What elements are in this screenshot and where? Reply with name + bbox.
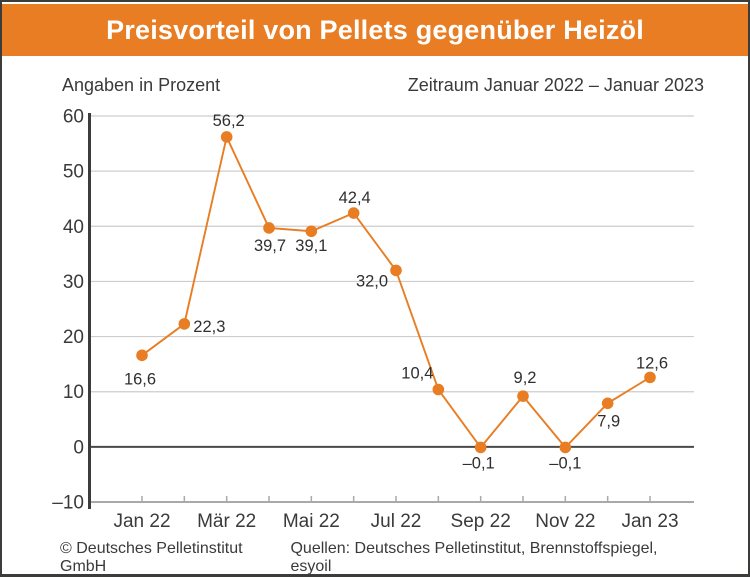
data-point <box>263 222 275 234</box>
x-tick-label: Jan 22 <box>113 511 170 532</box>
data-series <box>136 131 656 454</box>
sources-note: Quellen: Deutsches Pelletinstitut, Brenn… <box>290 540 658 575</box>
data-point <box>347 207 360 219</box>
y-tick-label: 30 <box>63 272 84 293</box>
x-tick-label: Sep 22 <box>451 511 511 532</box>
data-point-label: 22,3 <box>193 318 225 336</box>
data-point-label: –0,1 <box>549 454 581 472</box>
data-point-label: 56,2 <box>213 112 245 130</box>
data-point <box>432 383 445 396</box>
gridlines <box>89 115 694 503</box>
data-point <box>644 371 656 384</box>
data-point <box>220 131 233 143</box>
copyright-note: © Deutsches Pelletinstitut GmbH <box>60 540 243 575</box>
x-tick-label: Mai 22 <box>283 511 340 532</box>
axes <box>88 113 651 509</box>
data-point-label: 7,9 <box>597 412 620 430</box>
data-point <box>517 390 529 402</box>
series-line <box>141 134 651 449</box>
y-tick-label: 10 <box>63 382 84 403</box>
y-tick-label: –10 <box>52 493 84 514</box>
data-point <box>178 318 191 330</box>
data-point-label: 12,6 <box>636 354 668 372</box>
y-tick-label: 0 <box>73 437 84 458</box>
y-tick-label: 40 <box>63 217 84 238</box>
data-point-label: 39,7 <box>254 237 286 255</box>
page-title: Preisvorteil von Pellets gegenüber Heizö… <box>106 14 644 45</box>
data-point-label: 10,4 <box>401 365 433 383</box>
period-note: Zeitraum Januar 2022 – Januar 2023 <box>407 75 704 95</box>
data-point-label: 42,4 <box>339 189 371 207</box>
y-tick-label: 60 <box>63 107 84 128</box>
unit-note: Angaben in Prozent <box>62 75 221 95</box>
data-point-label: 32,0 <box>356 272 388 290</box>
y-tick-label: 20 <box>63 327 84 348</box>
data-point <box>305 225 318 238</box>
data-point <box>601 397 614 410</box>
data-point <box>559 441 572 454</box>
data-point-label: 16,6 <box>124 370 156 388</box>
x-tick-label: Nov 22 <box>535 511 595 532</box>
x-tick-label: Mär 22 <box>197 511 256 532</box>
data-point-label: 9,2 <box>514 369 537 387</box>
data-point-label: 39,1 <box>295 237 327 255</box>
data-point <box>390 264 402 277</box>
data-point <box>474 441 487 454</box>
x-tick-label: Jan 23 <box>621 511 678 532</box>
value-labels: 16,6 22,3 56,2 39,7 39,1 42,4 32,0 10,4 –0,1 9,2 –… <box>124 112 668 472</box>
y-tick-label: 50 <box>63 162 84 183</box>
x-tick-labels: Jan 22 Mär 22 Mai 22 Jul 22 Sep 22 Nov 22 Jan … <box>113 511 678 532</box>
subheader: Angaben in Prozent Zeitraum Januar 2022 … <box>62 75 704 96</box>
data-point <box>136 349 148 362</box>
data-point-label: –0,1 <box>463 454 495 472</box>
title-bar: Preisvorteil von Pellets gegenüber Heizö… <box>2 4 748 56</box>
y-tick-labels: 60 50 40 30 20 10 0 –10 <box>52 107 84 514</box>
footer: © Deutsches Pelletinstitut GmbH Quellen:… <box>60 540 698 575</box>
x-tick-label: Jul 22 <box>371 511 422 532</box>
